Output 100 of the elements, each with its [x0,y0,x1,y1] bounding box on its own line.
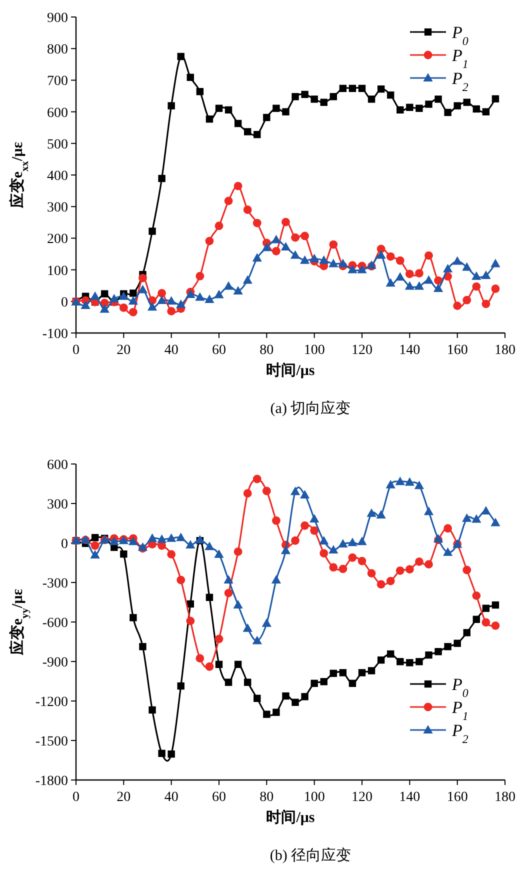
point [386,278,396,287]
point [292,93,299,100]
x-tick-label: 40 [164,790,178,805]
legend-label: P$_{1}$ [451,46,468,71]
text: (b) 径向应变 [270,847,352,864]
point [282,108,290,116]
point [234,547,242,556]
y-tick-label: 900 [47,11,68,26]
point [396,106,404,114]
y-tick-label: 600 [47,458,68,473]
y-tick-label: 300 [47,200,68,216]
point [414,281,424,290]
x-tick-label: 60 [212,790,226,805]
point [396,566,404,575]
point [233,600,243,609]
point [330,670,337,677]
point [90,291,100,300]
point [186,616,195,626]
point [463,629,470,636]
point [158,288,166,298]
point [138,284,148,294]
point [405,565,414,574]
point [148,706,156,714]
y-tick-label: 0 [61,537,68,552]
point [424,251,433,260]
point [376,250,386,259]
point [320,98,328,106]
point [206,594,214,601]
x-tick-label: 0 [72,343,80,358]
point [254,130,261,138]
point [301,90,308,98]
point [252,636,262,644]
y-tick-label: -300 [42,576,68,592]
point [290,486,300,496]
point [462,296,472,304]
point [177,52,184,60]
point [433,283,444,292]
point [490,518,500,526]
y-tick-label: 0 [61,295,68,310]
point [357,536,367,546]
point [444,524,452,533]
point [490,258,500,268]
x-tick-label: 160 [446,790,468,805]
point [168,750,175,758]
point [310,514,320,523]
point [434,96,442,103]
point [424,506,434,516]
point [300,490,310,498]
x-tick-label: 100 [304,790,325,805]
point [482,604,490,612]
point [414,480,424,490]
point [130,290,137,297]
point [472,591,481,600]
y-tick-label: 300 [47,498,68,512]
y-tick-label: 600 [47,106,68,121]
point [348,680,356,687]
point [387,650,394,658]
point [377,85,385,93]
point [472,616,480,623]
point [254,694,261,702]
y-tick-label: -100 [42,327,68,342]
point [358,669,366,676]
point [424,275,434,284]
point [157,534,167,543]
point [167,306,176,316]
point [196,654,204,663]
point [272,708,280,716]
point [243,489,252,498]
point [148,228,156,235]
legend-label: P$_{1}$ [451,698,468,723]
point [491,284,500,293]
point [434,276,442,285]
x-tick-label: 120 [352,343,372,358]
point [168,102,175,110]
point [120,550,128,558]
point [214,634,224,644]
point [130,614,137,622]
point [263,710,270,718]
point [301,693,308,700]
point [290,250,300,259]
point [252,218,262,228]
point [338,564,348,574]
point [224,575,234,584]
legend-label: P$_{2}$ [451,69,468,94]
point [186,540,196,548]
point [300,521,309,530]
point [158,174,166,182]
point [425,651,432,659]
point [443,547,453,556]
point [147,533,158,542]
point [214,290,224,298]
point [492,601,500,609]
x-tick-label: 20 [116,790,131,805]
y-tick-label: 800 [47,42,68,58]
x-axis-title: 时间/μs [266,362,315,379]
point [338,539,348,548]
point [367,569,376,578]
point [272,104,280,112]
point [205,662,214,671]
point [195,534,205,544]
